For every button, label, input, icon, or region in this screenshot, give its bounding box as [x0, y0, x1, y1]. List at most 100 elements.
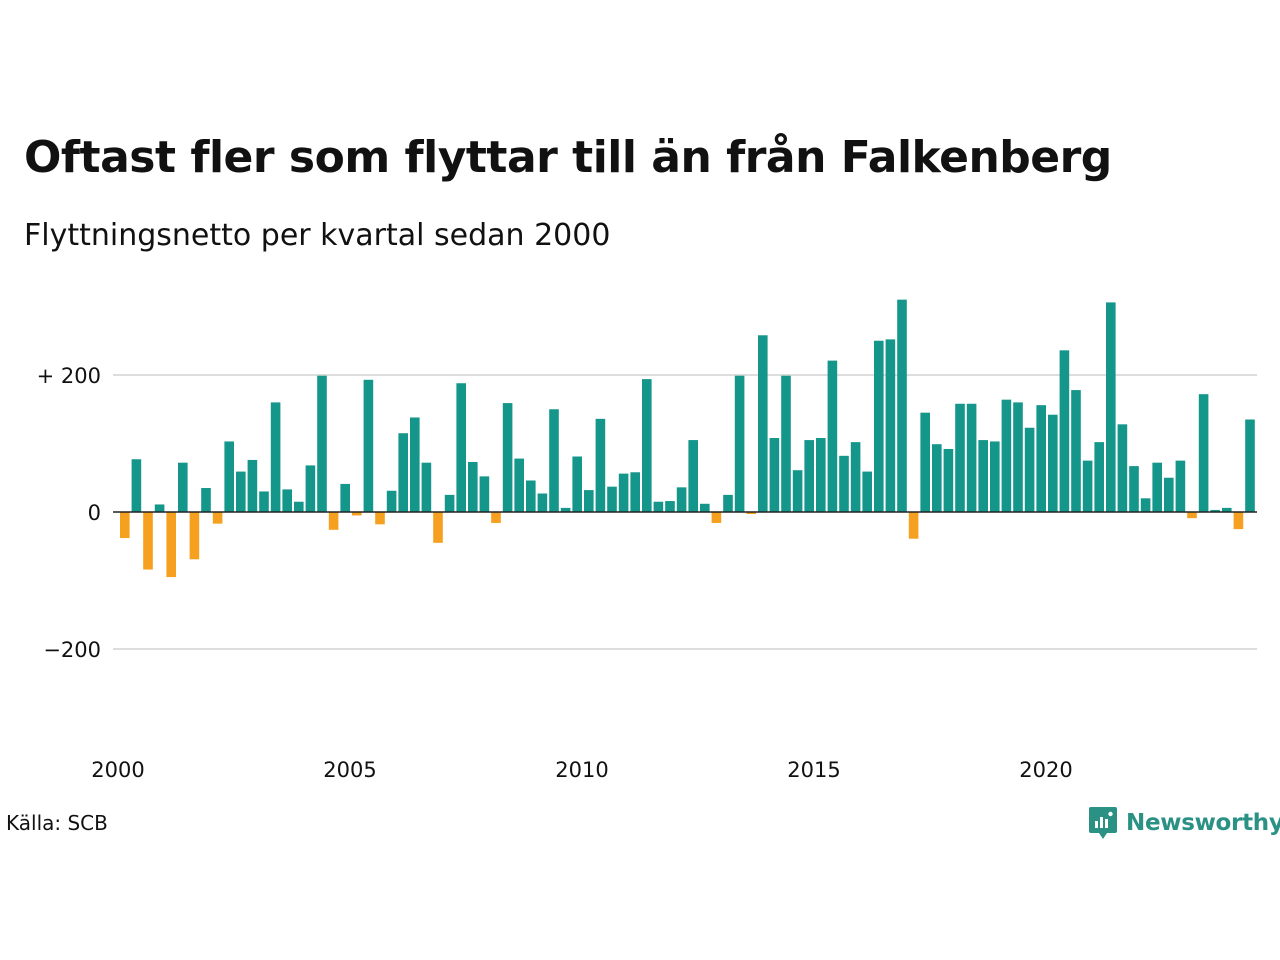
y-axis-ticks: + 200 0 −200: [37, 364, 101, 662]
y-tick-label: 0: [88, 501, 101, 525]
bar-positive: [920, 412, 930, 513]
bar-positive: [502, 403, 513, 512]
bar-positive: [456, 383, 466, 512]
bar-positive: [874, 340, 884, 512]
bar-positive: [804, 440, 814, 512]
bar-positive: [792, 470, 803, 512]
bar-positive: [247, 459, 258, 512]
bar-negative: [212, 512, 223, 524]
bar-positive: [1117, 424, 1128, 512]
bar-positive: [897, 299, 907, 512]
bar-positive: [595, 418, 606, 512]
bar-positive: [839, 455, 849, 512]
bar-positive: [410, 417, 420, 512]
bar-positive: [317, 375, 327, 512]
bars: [120, 299, 1255, 578]
bar-negative: [166, 512, 176, 578]
bar-positive: [468, 462, 478, 513]
bar-positive: [270, 402, 281, 512]
bar-negative: [143, 512, 153, 570]
bar-positive: [723, 494, 733, 513]
x-tick-label: 2015: [787, 758, 840, 782]
bar-positive: [862, 471, 872, 512]
bar-positive: [816, 438, 826, 512]
bar-positive: [665, 501, 675, 512]
bar-positive: [282, 489, 292, 512]
bar-chart: + 200 0 −200 2000 2005 2010 2015 2020: [37, 299, 1257, 782]
bar-positive: [131, 459, 142, 512]
bar-positive: [943, 448, 954, 512]
bar-negative: [711, 512, 722, 523]
bar-positive: [955, 403, 965, 512]
bar-negative: [908, 512, 919, 539]
bar-positive: [1059, 350, 1070, 512]
bar-positive: [236, 471, 246, 512]
bar-positive: [1245, 419, 1255, 512]
bar-positive: [1013, 402, 1023, 512]
bar-positive: [653, 501, 664, 513]
bar-positive: [676, 487, 687, 512]
bar-positive: [1140, 498, 1151, 512]
brand[interactable]: Newsworthy: [1088, 803, 1280, 843]
bar-positive: [1222, 507, 1232, 512]
brand-name: Newsworthy: [1126, 810, 1280, 836]
bar-positive: [700, 503, 710, 512]
bar-negative: [1187, 512, 1197, 519]
bar-positive: [444, 494, 455, 513]
bar-positive: [827, 360, 838, 513]
bar-positive: [178, 462, 188, 512]
bar-positive: [514, 458, 524, 512]
bar-positive: [642, 379, 652, 512]
bar-positive: [1175, 460, 1186, 513]
bar-negative: [433, 512, 443, 543]
bar-positive: [1164, 477, 1174, 512]
bar-positive: [386, 490, 397, 512]
bar-positive: [1210, 509, 1220, 512]
bar-negative: [328, 512, 339, 530]
bar-positive: [537, 493, 548, 512]
bar-positive: [1071, 390, 1081, 512]
bar-positive: [618, 473, 629, 512]
bar-positive: [1094, 442, 1104, 512]
bar-positive: [734, 375, 745, 512]
bar-positive: [966, 403, 977, 512]
bar-positive: [1036, 405, 1046, 512]
bar-positive: [1024, 427, 1035, 513]
bar-positive: [1106, 302, 1116, 512]
bar-positive: [294, 501, 304, 513]
bar-positive: [154, 504, 165, 512]
y-tick-label: + 200: [37, 364, 101, 388]
bar-positive: [584, 490, 594, 512]
bar-positive: [769, 438, 780, 512]
bar-positive: [572, 456, 582, 512]
newsworthy-logo-icon: [1089, 807, 1117, 839]
bar-positive: [549, 409, 559, 512]
bar-positive: [224, 441, 234, 512]
bar-positive: [630, 472, 640, 512]
bar-positive: [1082, 460, 1093, 513]
x-tick-label: 2010: [555, 758, 608, 782]
bar-negative: [189, 512, 200, 560]
y-tick-label: −200: [43, 638, 101, 662]
source-note: Källa: SCB: [6, 811, 108, 835]
chart-title: Oftast fler som flyttar till än från Fal…: [24, 132, 1112, 183]
bar-positive: [1048, 414, 1058, 512]
bar-positive: [340, 483, 350, 513]
bar-positive: [758, 335, 768, 512]
x-tick-label: 2020: [1019, 758, 1072, 782]
bar-positive: [526, 480, 536, 512]
bar-positive: [560, 507, 571, 512]
bar-negative: [120, 512, 130, 539]
bar-positive: [850, 442, 861, 512]
bar-positive: [1198, 394, 1209, 512]
bar-positive: [305, 465, 316, 512]
bar-negative: [352, 512, 362, 516]
bar-positive: [607, 486, 617, 512]
bar-negative: [1233, 512, 1244, 530]
bar-positive: [688, 440, 698, 512]
x-axis-ticks: 2000 2005 2010 2015 2020: [91, 758, 1072, 782]
bar-positive: [781, 375, 791, 512]
bar-negative: [746, 512, 756, 515]
x-tick-label: 2000: [91, 758, 144, 782]
bar-positive: [479, 476, 490, 512]
